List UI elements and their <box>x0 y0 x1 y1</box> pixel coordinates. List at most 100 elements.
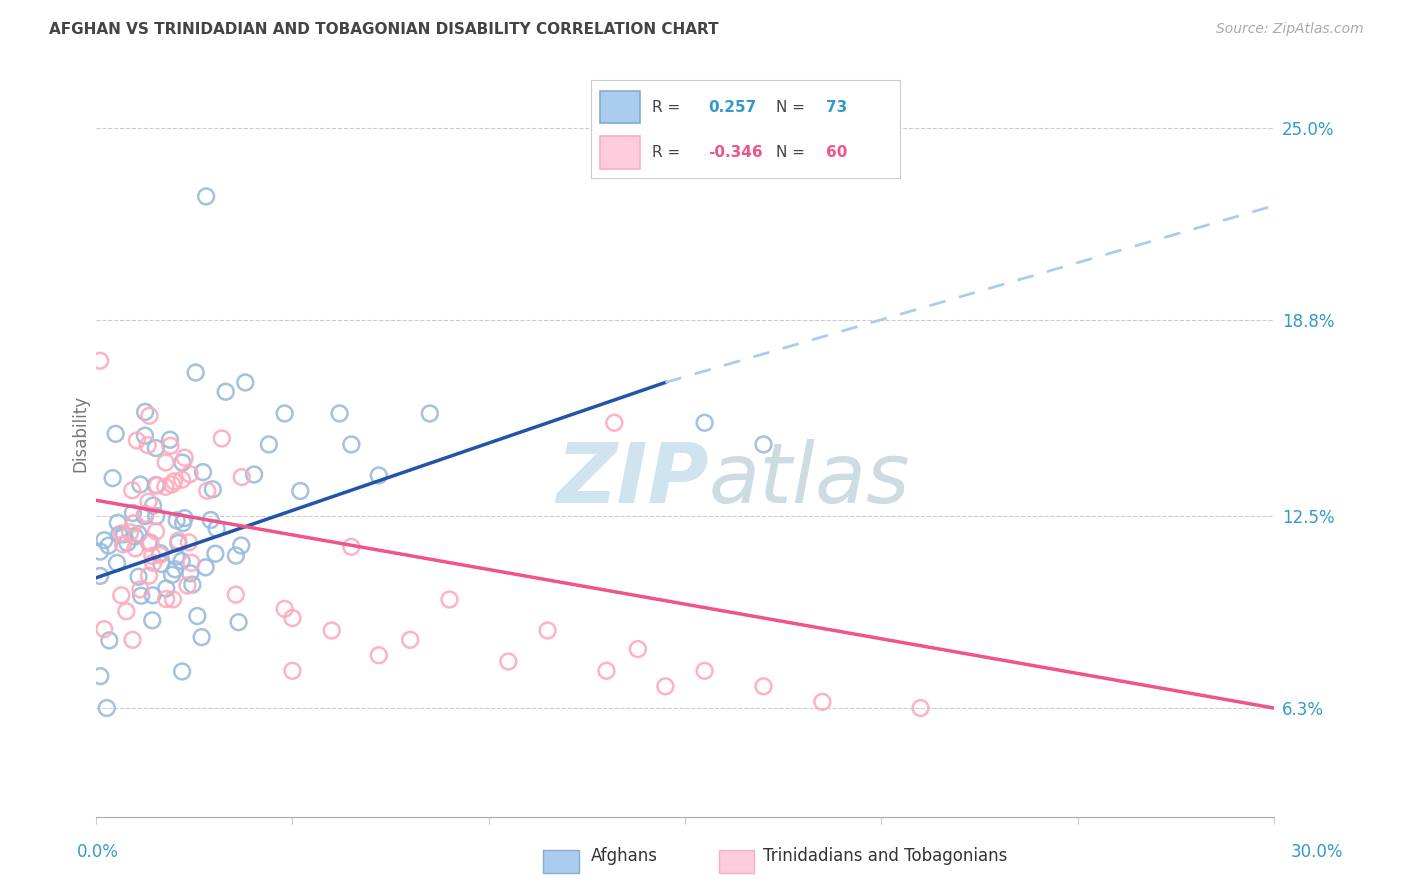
Point <box>603 416 626 430</box>
Text: AFGHAN VS TRINIDADIAN AND TOBAGONIAN DISABILITY CORRELATION CHART: AFGHAN VS TRINIDADIAN AND TOBAGONIAN DIS… <box>49 22 718 37</box>
Point <box>96 701 118 715</box>
Point <box>163 562 186 576</box>
Point <box>89 353 111 368</box>
Point <box>160 477 183 491</box>
Point <box>179 467 201 482</box>
Point <box>228 615 250 630</box>
Point <box>104 426 127 441</box>
Text: Afghans: Afghans <box>591 847 658 865</box>
Point <box>136 438 159 452</box>
Point <box>200 513 222 527</box>
Point <box>142 499 165 513</box>
Point <box>439 592 461 607</box>
Point <box>107 516 129 530</box>
Point <box>595 664 617 678</box>
Point <box>105 556 128 570</box>
Point <box>340 540 363 554</box>
Point <box>172 456 194 470</box>
Point <box>149 546 172 560</box>
Point <box>170 473 193 487</box>
Point <box>89 569 111 583</box>
Text: Trinidadians and Tobagonians: Trinidadians and Tobagonians <box>763 847 1008 865</box>
Point <box>693 664 716 678</box>
Point <box>167 533 190 548</box>
Point <box>145 509 167 524</box>
Point <box>231 470 253 484</box>
Text: 73: 73 <box>825 100 846 115</box>
Point <box>752 437 775 451</box>
Point <box>139 535 162 549</box>
Point <box>273 407 295 421</box>
Point <box>112 527 135 541</box>
Point <box>142 556 165 570</box>
Point <box>145 441 167 455</box>
Point <box>179 566 201 581</box>
Point <box>191 465 214 479</box>
Text: N =: N = <box>776 145 806 160</box>
Point <box>190 630 212 644</box>
Point <box>160 567 183 582</box>
Point <box>142 588 165 602</box>
Point <box>117 536 139 550</box>
Point <box>146 478 169 492</box>
Point <box>120 525 142 540</box>
Point <box>215 384 238 399</box>
Point <box>180 556 202 570</box>
Point <box>167 536 190 550</box>
Point <box>110 588 132 602</box>
Text: -0.346: -0.346 <box>709 145 762 160</box>
Point <box>124 516 146 530</box>
Point <box>155 582 177 596</box>
Bar <box>600 136 640 169</box>
Text: R =: R = <box>652 100 681 115</box>
Point <box>138 568 160 582</box>
Point <box>195 189 218 203</box>
Point <box>627 642 650 657</box>
Point <box>97 539 120 553</box>
Point <box>129 582 152 597</box>
Point <box>124 541 146 556</box>
Point <box>129 589 152 603</box>
Point <box>134 507 156 521</box>
Point <box>93 622 115 636</box>
Point <box>134 508 156 523</box>
Point <box>811 695 834 709</box>
Point <box>321 624 343 638</box>
Point <box>129 477 152 491</box>
Point <box>128 570 150 584</box>
Text: R =: R = <box>652 145 681 160</box>
Y-axis label: Disability: Disability <box>72 395 89 472</box>
Point <box>194 560 217 574</box>
Point <box>101 471 124 485</box>
Bar <box>543 850 579 873</box>
Point <box>693 416 716 430</box>
Point <box>111 537 134 551</box>
Point <box>150 557 173 571</box>
Point <box>89 544 111 558</box>
Point <box>257 437 280 451</box>
Point <box>125 434 148 448</box>
Point <box>498 655 520 669</box>
Point <box>399 632 422 647</box>
Point <box>155 455 177 469</box>
Point <box>367 648 389 663</box>
Point <box>536 624 558 638</box>
Point <box>173 450 195 465</box>
Text: N =: N = <box>776 100 806 115</box>
Text: 30.0%: 30.0% <box>1291 843 1343 861</box>
Point <box>162 592 184 607</box>
Point <box>211 432 233 446</box>
Point <box>204 547 226 561</box>
Text: atlas: atlas <box>709 439 910 520</box>
Point <box>166 513 188 527</box>
Point <box>138 494 160 508</box>
Text: 60: 60 <box>825 145 846 160</box>
Point <box>165 549 187 564</box>
Point <box>910 701 932 715</box>
Point <box>172 516 194 530</box>
Point <box>121 632 143 647</box>
Point <box>172 665 194 679</box>
Point <box>181 577 204 591</box>
Point <box>281 611 304 625</box>
Point <box>367 468 389 483</box>
